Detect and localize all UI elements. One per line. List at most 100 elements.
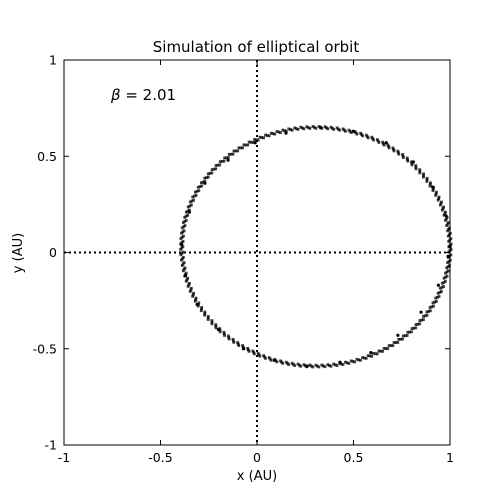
orbit-point [231,152,235,156]
orbit-point [192,194,196,198]
orbit-point [189,286,193,290]
orbit-point [419,310,423,314]
orbit-point [226,158,230,162]
orbit-point [368,354,372,358]
orbit-point [241,344,245,347]
orbit-point [436,291,440,295]
orbit-point [432,304,435,308]
orbit-point [246,348,250,352]
orbit-point [447,228,450,231]
plot-area [63,59,451,446]
orbit-point [344,360,347,364]
orbit-point [418,168,422,172]
beta-symbol: β [110,86,121,104]
orbit-point [401,334,405,338]
orbit-point [227,336,231,339]
orbit-point [414,326,418,330]
orbit-point [425,178,429,182]
orbit-point [377,141,381,144]
beta-annotation: β = 2.01 [110,86,176,104]
orbit-point [401,153,405,156]
chart-title: Simulation of elliptical orbit [153,38,360,56]
orbit-point [179,253,183,257]
orbit-point [180,231,183,235]
orbit-point [246,143,250,147]
orbit-point [448,264,451,267]
orbit-point [200,307,203,311]
orbit-point [212,167,216,171]
orbit-point [201,180,205,184]
orbit-point [184,214,188,218]
orbit-point [396,333,400,337]
orbit-point [410,327,414,330]
orbit-point [227,152,231,156]
orbit-point [188,208,191,212]
orbit-point [430,305,434,309]
orbit-point [434,193,438,197]
orbit-point [436,198,440,202]
orbit-point [258,354,262,358]
orbit-point [306,126,310,129]
orbit-point [441,207,445,210]
orbit-point [191,295,195,298]
orbit-point [203,181,207,185]
orbit-point [218,163,222,167]
x-axis-label: x (AU) [237,469,277,484]
orbit-point [405,334,409,337]
orbit-point [232,340,236,344]
orbit-point [414,165,418,169]
orbit-point [442,205,445,209]
orbit-point [444,210,447,214]
orbit-point [214,326,218,330]
orbit-point [425,176,429,180]
orbit-point [401,154,405,158]
orbit-point [384,347,388,350]
orbit-point [188,281,191,285]
orbit-point [265,134,269,137]
orbit-point [193,190,197,194]
orbit-point [418,169,422,173]
orbit-point [252,352,256,356]
orbit-point [311,365,315,369]
orbit-point [428,309,432,313]
orbit-point [251,349,255,353]
orbit-point [332,362,336,366]
orbit-point [449,237,453,241]
orbit-point [323,125,327,129]
orbit-point [210,171,214,175]
orbit-point [321,364,325,368]
x-tick-label: -0.5 [148,450,172,465]
orbit-point [256,352,260,355]
orbit-point [222,332,226,336]
orbit-point [218,328,222,332]
orbit-point [443,212,447,216]
orbit-point [214,324,218,328]
orbit-point [445,224,449,227]
orbit-point [396,341,400,344]
orbit-point [414,164,418,168]
orbit-point [445,274,449,278]
orbit-point [315,364,319,368]
orbit-point [218,327,222,330]
orbit-point [210,319,214,322]
orbit-point [295,127,298,131]
orbit-point [206,172,210,176]
orbit-point [203,313,207,317]
orbit-point [431,185,435,189]
orbit-point [247,140,251,144]
orbit-point [425,180,429,183]
orbit-point [287,363,291,366]
orbit-point [376,139,380,143]
orbit-point [196,185,200,189]
orbit-point [410,161,414,165]
orbit-point [251,141,255,144]
orbit-point [445,270,449,274]
orbit-point [447,233,451,237]
orbit-point [180,264,184,267]
orbit-point [222,330,226,334]
orbit-point [264,133,267,137]
orbit-point [375,352,379,356]
orbit-point [447,269,450,273]
orbit-point [187,283,191,287]
